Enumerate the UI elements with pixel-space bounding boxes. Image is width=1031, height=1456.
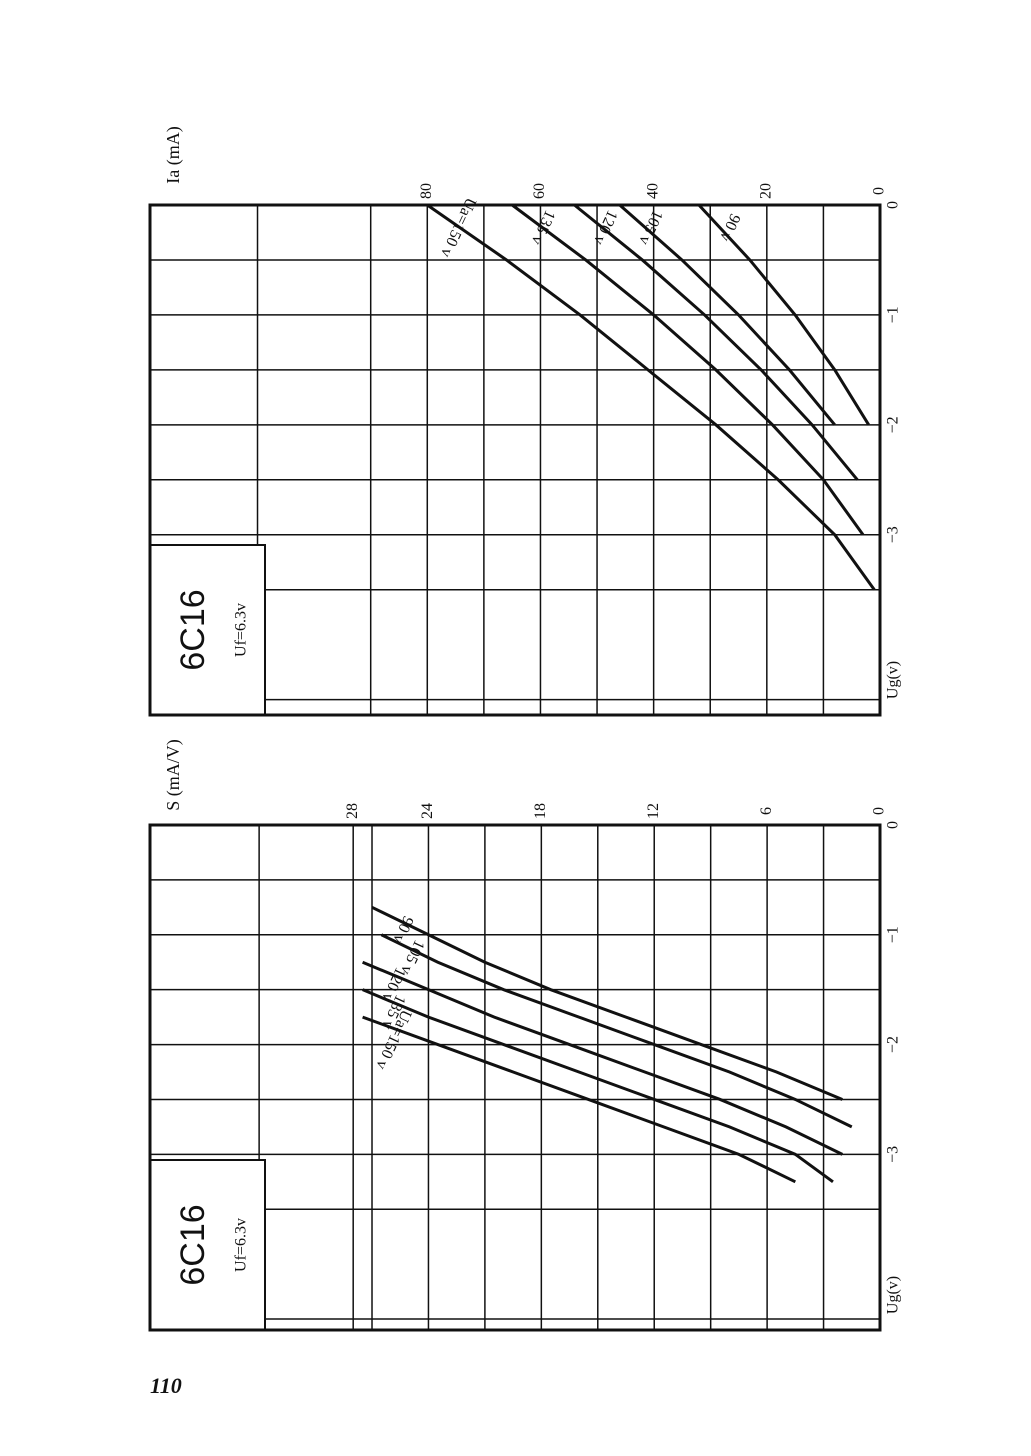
y-tick-label: 40 (644, 183, 661, 199)
y-tick-label: 24 (419, 803, 436, 819)
curve (426, 203, 876, 591)
curve (362, 960, 844, 1156)
curve (362, 988, 834, 1184)
y-tick-label: 0 (871, 807, 888, 815)
curve-label: 135 v (528, 207, 559, 247)
y-tick-label: 18 (532, 803, 549, 819)
title-box (149, 1159, 266, 1331)
title-box (149, 544, 266, 716)
y-axis-label: Ia (mA) (163, 126, 184, 183)
y-tick-label: 28 (344, 803, 361, 819)
x-tick-label: −2 (885, 1036, 902, 1053)
chart-title: 6C16 (174, 1204, 212, 1285)
chart-frame (148, 203, 882, 717)
curve-label: 120 v (590, 207, 621, 247)
chart-title: 6C16 (174, 589, 212, 670)
x-tick-label: −3 (885, 1146, 902, 1163)
y-tick-label: 0 (871, 187, 888, 195)
chart-subtitle: Uf=6.3v (233, 1218, 250, 1272)
x-axis-label: Ug(v) (885, 661, 902, 699)
chart-subtitle: Uf=6.3v (233, 603, 250, 657)
curve (511, 203, 865, 536)
curve (362, 1015, 796, 1184)
x-tick-label: −3 (885, 526, 902, 543)
page-number: 110 (150, 1373, 182, 1398)
x-tick-label: −1 (885, 926, 902, 943)
curve (371, 905, 843, 1101)
y-tick-label: 80 (418, 183, 435, 199)
y-axis-label: S (mA/V) (163, 739, 184, 811)
x-tick-label: 0 (885, 201, 902, 209)
chart-frame (148, 823, 882, 1332)
y-tick-label: 12 (645, 803, 662, 819)
x-tick-label: 0 (885, 821, 902, 829)
curve (697, 203, 870, 426)
y-tick-label: 20 (757, 183, 774, 199)
y-tick-label: 6 (758, 807, 775, 815)
curve (380, 933, 853, 1129)
x-tick-label: −1 (885, 306, 902, 323)
curve (618, 203, 836, 426)
y-tick-label: 60 (531, 183, 548, 199)
x-axis-label: Ug(v) (885, 1276, 902, 1314)
curve (573, 203, 859, 481)
x-tick-label: −2 (885, 416, 902, 433)
